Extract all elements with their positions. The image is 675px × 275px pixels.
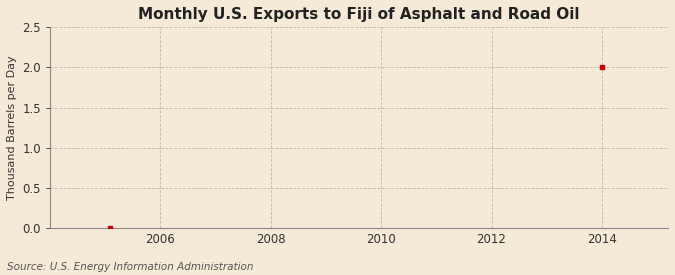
Y-axis label: Thousand Barrels per Day: Thousand Barrels per Day bbox=[7, 56, 17, 200]
Text: Source: U.S. Energy Information Administration: Source: U.S. Energy Information Administ… bbox=[7, 262, 253, 272]
Title: Monthly U.S. Exports to Fiji of Asphalt and Road Oil: Monthly U.S. Exports to Fiji of Asphalt … bbox=[138, 7, 580, 22]
